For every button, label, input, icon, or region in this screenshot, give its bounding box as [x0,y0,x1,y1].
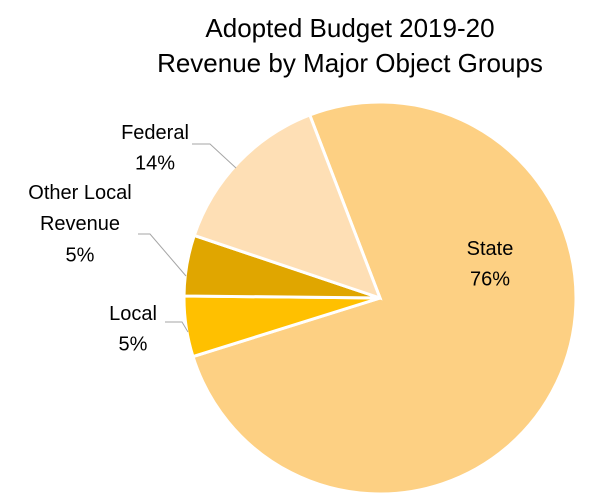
leader-line [192,143,237,169]
slice-value-label: 76% [470,268,510,290]
chart-title: Adopted Budget 2019-20 [205,13,494,43]
slice-value-label: 14% [135,152,175,174]
slice-label: Federal [121,122,189,144]
pie-slice [191,100,578,496]
slice-label: Other Local Revenue [28,182,131,235]
pie [182,100,578,496]
leader-line [138,233,187,277]
slice-label: State [467,238,514,260]
slice-label: Local [109,303,157,325]
leader-line [165,321,189,333]
pie-slice [192,113,383,301]
slice-value-label: 5% [66,244,95,266]
chart-title: Revenue by Major Object Groups [157,48,543,78]
slice-value-label: 5% [119,333,148,355]
